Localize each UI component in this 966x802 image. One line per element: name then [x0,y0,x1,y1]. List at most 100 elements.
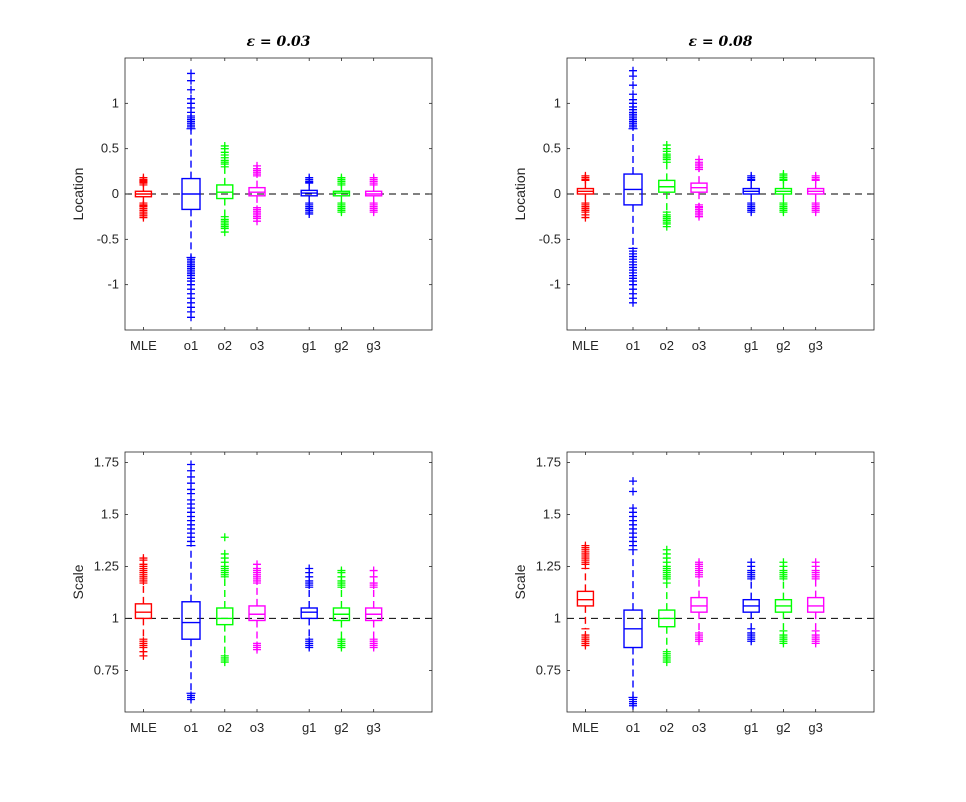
outlier-marker [337,637,346,646]
outlier-marker [811,200,820,209]
outlier-marker [581,171,590,180]
outlier-marker [220,141,229,150]
y-tick-label: -0.5 [97,231,119,246]
x-tick-label: o2 [218,720,232,735]
x-tick-label: g3 [366,720,380,735]
box-g2 [332,566,351,652]
outlier-marker [187,94,196,103]
outlier-marker [305,637,314,646]
x-tick-label: MLE [572,720,599,735]
x-tick-label: g1 [744,338,758,353]
y-tick-label: 1.5 [101,506,119,521]
y-tick-label: 0.5 [543,141,561,156]
outlier-marker [187,255,196,264]
box-iqr [181,601,201,640]
box-g1 [742,558,760,646]
outlier-marker [253,205,262,214]
outlier-marker [337,173,346,182]
y-tick-label: -0.5 [539,231,561,246]
outlier-marker [662,141,671,150]
outlier-marker [662,210,671,219]
outlier-marker [747,628,756,637]
box-MLE [134,554,153,660]
x-tick-label: g1 [302,338,316,353]
panel-scale-eps-008: 0.75 1 1.25 1.5 1.75 Scale MLE o1 o2 o3 g1 g2 g3 [512,451,875,735]
box-g2 [774,170,793,217]
x-tick-label: g3 [366,338,380,353]
outlier-marker [337,566,346,575]
y-tick-label: 1.25 [94,558,119,573]
box-g3 [364,566,383,652]
outlier-marker [369,200,378,209]
box-o3 [248,161,266,226]
outlier-marker [779,200,788,209]
outlier-marker [369,637,378,646]
y-tick-label: 1.75 [94,454,119,469]
box-o2 [216,533,234,667]
y-tick-label: 0 [112,186,119,201]
outlier-marker [779,631,788,640]
box-o3 [690,558,708,646]
y-tick-label: 0 [554,186,561,201]
outlier-marker [629,477,638,486]
outlier-marker [629,504,638,513]
box-g1 [742,171,760,217]
chart-title: ε = 0.08 [688,34,752,50]
outlier-marker [629,66,638,75]
outlier-marker [305,564,314,573]
outlier-marker [811,558,820,567]
y-tick-label: -1 [549,277,561,292]
panel-location-eps-003: -1 -0.5 0 0.5 1 Location ε = 0.03 MLE o1 o2 o3 g1 g2… [70,34,433,353]
axes-frame [124,57,433,331]
outlier-marker [811,171,820,180]
outlier-marker [139,173,148,182]
outlier-marker [629,81,638,90]
x-tick-label: MLE [130,720,157,735]
outlier-marker [629,487,638,496]
outlier-marker [629,695,638,704]
outlier-marker [581,200,590,209]
outlier-marker [695,558,704,567]
box-iqr [134,603,153,620]
x-tick-label: g2 [334,720,348,735]
outlier-marker [581,541,590,550]
x-tick-label: o2 [660,720,674,735]
axes-frame [566,451,875,713]
box-g3 [806,558,825,648]
x-tick-label: o1 [626,720,640,735]
outlier-marker [662,545,671,554]
panel-scale-eps-003: 0.75 1 1.25 1.5 1.75 Scale MLE o1 o2 o3 g1 g2 g3 [70,451,433,735]
x-tick-label: g3 [808,720,822,735]
axes-frame [566,57,875,331]
box-MLE [134,173,153,222]
chart-title: ε = 0.03 [246,34,310,50]
box-iqr [690,596,708,613]
y-tick-label: 1.5 [543,506,561,521]
y-tick-label: 1 [112,95,119,110]
box-g2 [332,173,351,217]
box-o1 [181,460,201,704]
box-o1 [181,69,201,322]
outlier-marker [629,247,638,256]
box-MLE [576,541,595,650]
x-tick-label: o2 [660,338,674,353]
outlier-marker [187,76,196,85]
x-tick-label: MLE [130,338,157,353]
outlier-marker [747,171,756,180]
box-g3 [364,173,383,217]
x-tick-label: o3 [692,720,706,735]
x-tick-label: o2 [218,338,232,353]
outlier-marker [220,653,229,662]
box-iqr [216,607,234,626]
outlier-marker [779,170,788,179]
box-g1 [300,173,318,218]
outlier-marker [139,554,148,563]
x-tick-label: g1 [302,720,316,735]
y-axis-label: Scale [512,564,528,599]
outlier-marker [220,215,229,224]
x-tick-label: o1 [184,720,198,735]
axes-frame [124,451,433,713]
y-tick-label: 1 [554,95,561,110]
y-tick-label: 1 [112,610,119,625]
